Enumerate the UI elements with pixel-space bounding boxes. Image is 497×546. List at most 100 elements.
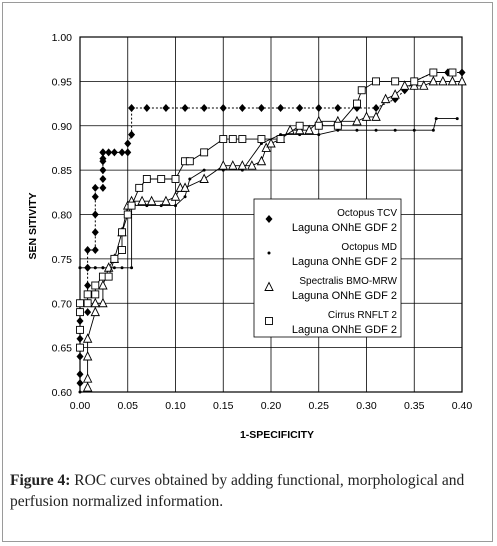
point-diamond	[110, 148, 118, 157]
point-triangle	[98, 297, 108, 308]
point-triangle	[447, 75, 458, 86]
point-square	[228, 135, 237, 144]
point-square	[76, 343, 84, 352]
x-tick-label: 0.35	[404, 400, 425, 412]
point-square	[91, 290, 100, 299]
point-diamond	[219, 104, 227, 112]
point-triangle	[304, 124, 314, 135]
x-tick-label: 0.15	[213, 400, 234, 412]
legend-entry-sub: Laguna ONhE GDF 2	[292, 324, 397, 336]
point-square	[410, 77, 419, 86]
point-diamond	[143, 104, 151, 112]
point-diamond	[91, 246, 99, 254]
point-dot	[412, 128, 416, 132]
point-square	[257, 135, 266, 144]
point-diamond	[99, 148, 107, 157]
point-square	[429, 68, 438, 77]
point-dot	[120, 266, 124, 270]
x-tick-label: 0.30	[356, 400, 377, 412]
roc-chart: 0.60 0.65 0.70 0.75 0.80 0.85 0.90 0.95 1.00 0.00…	[27, 32, 473, 441]
point-square	[76, 299, 84, 308]
tick-labels: 0.60 0.65 0.70 0.75 0.80 0.85 0.90 0.95 1.00 0.00…	[52, 32, 473, 412]
point-square	[104, 272, 113, 281]
point-triangle	[161, 195, 171, 206]
point-triangle	[146, 195, 157, 206]
x-tick-label: 0.05	[118, 400, 139, 412]
point-diamond	[257, 104, 265, 112]
point-square	[333, 121, 342, 130]
caption-label: Figure 4:	[10, 472, 71, 489]
legend-entry-name: Octopus MD	[341, 242, 397, 253]
point-diamond	[91, 192, 99, 201]
point-square	[123, 210, 132, 219]
point-square	[171, 175, 180, 183]
point-triangle	[399, 80, 410, 90]
point-diamond	[277, 104, 285, 112]
point-diamond	[105, 148, 113, 157]
x-tick-label: 0.40	[452, 400, 473, 412]
point-dot	[174, 204, 177, 208]
point-diamond	[124, 148, 132, 157]
point-dot	[434, 117, 438, 121]
x-tick-label: 0.20	[261, 400, 282, 412]
y-tick-label: 0.60	[52, 387, 73, 399]
point-square	[91, 281, 100, 290]
point-triangle	[82, 350, 93, 361]
point-square	[142, 175, 151, 183]
point-square	[372, 77, 380, 86]
point-diamond	[91, 228, 99, 237]
point-triangle	[228, 160, 238, 170]
y-tick-label: 0.75	[52, 254, 73, 266]
point-triangle	[380, 93, 391, 104]
plot-area-border	[79, 36, 463, 393]
legend-entry-name: Spectralis BMO-MRW	[299, 276, 397, 287]
point-diamond	[128, 130, 136, 139]
point-square	[76, 308, 84, 317]
point-diamond	[181, 104, 189, 112]
caption-text: ROC curves obtained by adding functional…	[10, 472, 465, 510]
point-square	[353, 99, 361, 108]
point-triangle	[90, 297, 101, 308]
point-dot	[78, 390, 82, 394]
legend-entry-sub: Laguna ONhE GDF 2	[292, 290, 397, 302]
point-triangle	[371, 111, 381, 121]
point-diamond	[458, 68, 466, 77]
point-dot	[86, 266, 90, 270]
point-dot	[93, 266, 97, 270]
point-dot	[455, 117, 459, 121]
point-square	[314, 121, 323, 130]
point-triangle	[457, 75, 467, 86]
point-dot	[202, 168, 206, 172]
figure-frame	[2, 2, 493, 542]
y-tick-label: 0.90	[52, 121, 73, 133]
point-dot	[431, 128, 435, 132]
series-square	[76, 68, 457, 352]
point-diamond	[296, 104, 304, 112]
point-diamond	[128, 104, 136, 112]
point-dot	[101, 266, 105, 270]
point-triangle	[82, 333, 93, 343]
point-square	[127, 201, 136, 210]
point-square	[200, 148, 209, 157]
point-square	[265, 317, 273, 325]
point-triangle	[218, 160, 228, 170]
point-triangle	[247, 160, 257, 170]
point-triangle	[256, 155, 267, 166]
point-dot	[267, 251, 271, 255]
y-tick-label: 0.85	[52, 165, 73, 177]
point-dot	[78, 266, 82, 270]
point-triangle	[438, 75, 448, 86]
point-diamond	[372, 104, 380, 112]
point-diamond	[162, 104, 170, 112]
point-diamond	[84, 308, 92, 317]
x-axis-label: 1-SPECIFICITY	[240, 429, 314, 441]
point-diamond	[265, 215, 273, 223]
legend-entry-sub: Laguna ONhE GDF 2	[292, 222, 397, 234]
y-axis-label: SEN SITIVITY	[27, 192, 39, 259]
point-diamond	[91, 210, 99, 219]
point-square	[276, 135, 285, 144]
point-triangle	[90, 306, 101, 317]
point-dot	[374, 128, 378, 132]
y-tick-label: 0.80	[52, 210, 73, 222]
point-triangle	[285, 124, 295, 135]
